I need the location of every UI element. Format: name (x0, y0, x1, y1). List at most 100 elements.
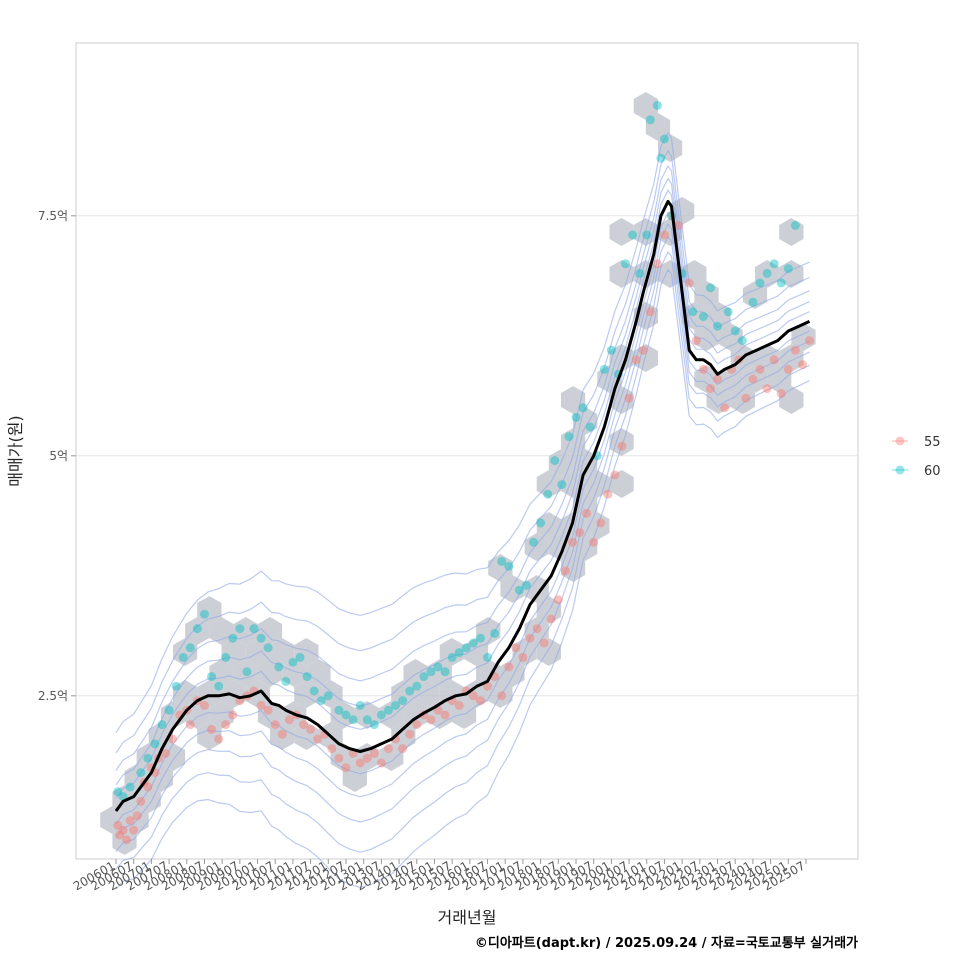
point-55 (659, 230, 669, 240)
point-55 (582, 508, 592, 518)
point-55 (284, 715, 294, 725)
point-55 (674, 220, 684, 230)
point-55 (720, 403, 730, 413)
hexbin-cell (221, 638, 246, 666)
hexbin-cell (755, 260, 780, 288)
point-60 (242, 667, 252, 677)
point-55 (610, 470, 620, 480)
point-60 (769, 259, 779, 269)
hexbin-cell (718, 365, 743, 393)
point-55 (691, 336, 701, 346)
point-60 (490, 628, 500, 638)
point-55 (214, 734, 224, 744)
point-60 (504, 561, 514, 571)
hexbin-cell (730, 386, 755, 414)
hexbin-cell (694, 323, 719, 351)
point-60 (698, 312, 708, 322)
point-60 (730, 326, 740, 336)
hexbin-cell (209, 617, 234, 645)
point-60 (405, 686, 415, 696)
point-60 (192, 624, 202, 634)
point-60 (391, 700, 401, 710)
point-55 (539, 638, 549, 648)
point-55 (263, 705, 273, 715)
point-60 (249, 624, 259, 634)
point-55 (567, 537, 577, 547)
point-55 (199, 700, 209, 710)
density-contour (115, 131, 810, 734)
point-55 (546, 614, 556, 624)
hexbin-cell (136, 785, 161, 813)
point-55 (769, 355, 779, 365)
point-60 (440, 667, 450, 677)
legend-label-55: 55 (924, 435, 941, 450)
point-55 (270, 720, 280, 730)
scatter-points (113, 100, 815, 845)
point-60 (309, 686, 319, 696)
point-60 (355, 700, 365, 710)
hexbin-cell (173, 638, 198, 666)
point-60 (334, 705, 344, 715)
point-60 (323, 691, 333, 701)
point-55 (228, 710, 238, 720)
hexbin-cell (633, 344, 658, 372)
point-60 (207, 672, 217, 682)
point-60 (529, 537, 539, 547)
point-55 (603, 489, 613, 499)
point-55 (776, 388, 786, 398)
hexbin-cell (197, 722, 222, 750)
point-55 (113, 820, 123, 830)
point-55 (125, 816, 135, 826)
density-contour (115, 250, 810, 870)
point-60 (628, 230, 638, 240)
point-55 (575, 528, 585, 538)
point-55 (161, 748, 171, 758)
point-60 (214, 681, 224, 691)
point-55 (624, 393, 634, 403)
y-axis-title: 매매가(원) (6, 415, 25, 486)
point-55 (122, 835, 132, 845)
hexbin-cell (270, 722, 295, 750)
point-60 (762, 268, 772, 278)
point-55 (713, 374, 723, 384)
legend: 55 60 (892, 435, 941, 479)
hexbin-cell (391, 722, 416, 750)
hexbin-cell (706, 386, 731, 414)
point-55 (805, 336, 815, 346)
point-55 (705, 384, 715, 394)
point-55 (412, 720, 422, 730)
legend-entry-60: 60 (892, 464, 941, 479)
hexbin-cell (257, 701, 283, 729)
point-55 (790, 345, 800, 355)
point-60 (564, 432, 574, 442)
hexbin-cell (209, 659, 234, 687)
point-60 (150, 739, 160, 749)
point-55 (684, 278, 694, 288)
point-55 (762, 384, 772, 394)
point-60 (288, 657, 298, 667)
density-contour (115, 149, 810, 754)
point-55 (497, 691, 507, 701)
point-60 (143, 753, 153, 763)
point-55 (256, 700, 266, 710)
point-55 (698, 364, 708, 374)
point-55 (518, 652, 528, 662)
hexbin-cell (160, 743, 186, 771)
hexbin-cell (173, 680, 198, 708)
point-55 (185, 720, 195, 730)
point-60 (790, 220, 800, 230)
point-60 (125, 782, 135, 792)
point-60 (398, 696, 408, 706)
point-55 (748, 374, 758, 384)
hexbin-cell (185, 617, 210, 645)
point-60 (585, 422, 595, 432)
legend-label-60: 60 (924, 464, 941, 479)
hexbin-cell (476, 659, 501, 687)
hexbin-cell (354, 701, 380, 729)
density-contour (115, 268, 810, 890)
point-55 (797, 360, 807, 370)
point-60 (621, 259, 631, 269)
hexbin-cell (767, 365, 792, 393)
